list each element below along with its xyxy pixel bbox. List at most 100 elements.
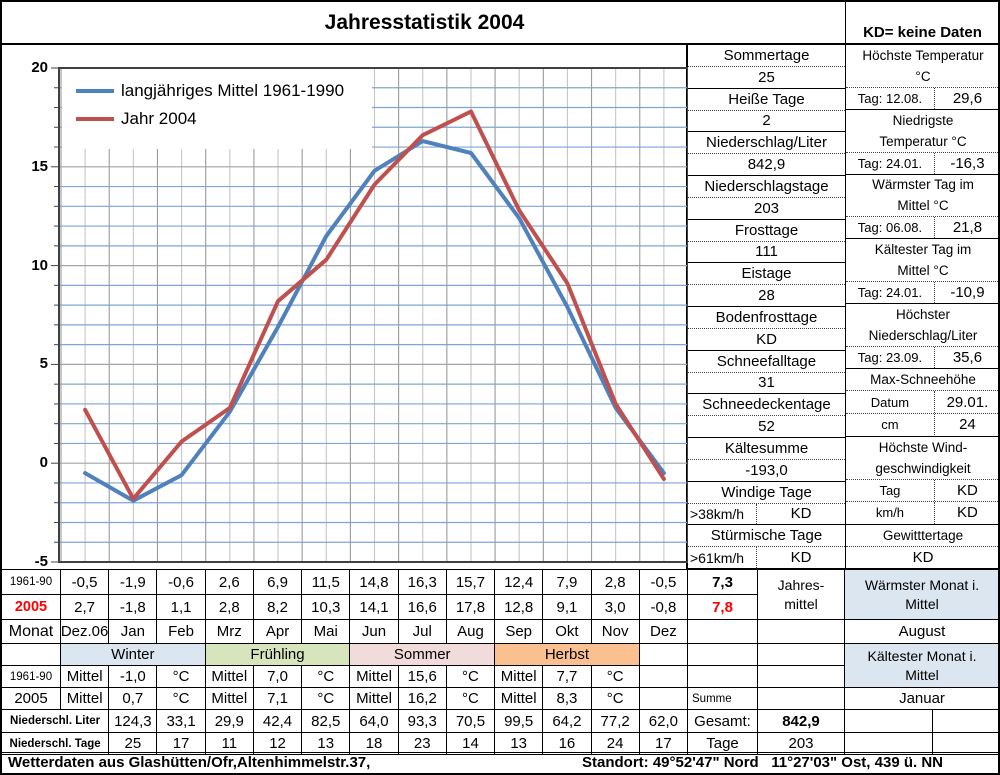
season-unit: °C: [157, 688, 206, 710]
stat-label: Schneedeckentage: [688, 394, 845, 417]
temp-2005-Mrz: 2,8: [205, 595, 254, 620]
empty-cell: [688, 644, 758, 666]
extreme-label-line: Max-Schneehöhe: [870, 372, 976, 388]
temp-2005-Okt: 9,1: [543, 595, 592, 620]
extreme-group: Wärmster Tag im Mittel °C Tag: 06.08. 21,8: [846, 175, 998, 240]
warmest-month-line1: Wärmster Monat i.: [864, 576, 980, 593]
stat-label: Sommertage: [688, 45, 845, 67]
month-header-Apr: Apr: [253, 620, 303, 644]
series-line-0: [83, 139, 666, 503]
precip-liter-9: 64,2: [543, 710, 592, 733]
extreme-value: 29,6: [952, 89, 983, 107]
empty-cell: [845, 733, 933, 755]
precip-days-4: 13: [302, 733, 351, 755]
precip-days-label: Niederschl. Tage: [2, 733, 110, 755]
season-mean-Frühling: 7,1: [253, 688, 303, 710]
y-axis-label-20: 20: [31, 59, 48, 76]
stat-label: Niederschlagstage: [688, 176, 845, 198]
extreme-label-line: Wärmster Tag im: [872, 177, 974, 193]
stat-group: Eistage 28: [688, 263, 845, 308]
extreme-value: -16,3: [950, 154, 985, 172]
precip-liter-8: 99,5: [495, 710, 544, 733]
season-mean-Sommer: 16,2: [398, 688, 447, 710]
month-header-Mai: Mai: [302, 620, 351, 644]
season-unit: °C: [157, 666, 206, 688]
temp-2005-Feb: 1,1: [157, 595, 206, 620]
temp-2005-Dez: -0,8: [639, 595, 688, 620]
footer-bar: Wetterdaten aus Glashütten/Ofr,Altenhimm…: [2, 752, 998, 773]
temp-1961-90-Feb: -0,6: [157, 570, 206, 595]
y-axis-label-0: 0: [39, 454, 48, 472]
extreme-date: Tag: 12.08.: [846, 87, 935, 109]
month-header-Mrz: Mrz: [205, 620, 254, 644]
season-mittel-label: Mittel: [61, 688, 110, 710]
precip-liter-11: 62,0: [639, 710, 688, 733]
season-mittel-label: Mittel: [350, 666, 399, 688]
stat-value: 28: [758, 287, 775, 305]
extreme-value: 29.01.: [946, 393, 989, 411]
precip-days-8: 13: [495, 733, 544, 755]
month-header-Okt: Okt: [543, 620, 592, 644]
season-mean-row-2005: 2005 Mittel 0,7 °C Mittel 7,1 °C Mittel 16,2 °C Mi…: [2, 688, 688, 710]
temp-2005-Dez.06: 2,7: [61, 595, 110, 620]
temp-2005-Jul: 16,6: [398, 595, 447, 620]
season-mittel-label: Mittel: [205, 666, 254, 688]
extreme-group: Gewitttertage KD: [846, 525, 998, 569]
temp-1961-90-Jan: -1,9: [109, 570, 158, 595]
season-header-row: Winter Frühling Sommer Herbst: [2, 644, 688, 666]
y-axis-label--5: -5: [34, 553, 48, 570]
warmest-month-line2: Mittel: [905, 595, 939, 612]
legend-entry: langjähriges Mittel 1961-1990: [62, 77, 372, 105]
precip-liter-3: 42,4: [253, 710, 303, 733]
y-axis-label-10: 10: [31, 256, 48, 274]
month-header-Jul: Jul: [398, 620, 447, 644]
extreme-label-line: °C: [915, 68, 931, 84]
season-mean-Winter: 0,7: [109, 688, 158, 710]
title-separator: [2, 43, 998, 45]
stat-label: Bodenfrosttage: [688, 307, 845, 329]
chart-canvas: [51, 67, 688, 563]
stat-label: Frosttage: [688, 220, 845, 242]
stat-value: 111: [755, 243, 778, 261]
season-header-3: Herbst: [495, 644, 640, 666]
precip-days-9: 16: [543, 733, 592, 755]
temp-2005-Aug: 17,8: [446, 595, 496, 620]
season-mittel-label: Mittel: [495, 666, 544, 688]
stat-group: Bodenfrosttage KD: [688, 307, 845, 351]
temp-2005-Sep: 12,8: [495, 595, 544, 620]
extreme-label-line: Niedrigste: [892, 112, 954, 128]
extreme-group: Kältester Tag im Mittel °C Tag: 24.01. -10,…: [846, 239, 998, 304]
row-label-2005: 2005: [2, 595, 61, 620]
gesamt-value: 842,9: [758, 710, 845, 733]
y-axis-label-5: 5: [39, 355, 48, 373]
extreme-value: KD: [912, 548, 934, 566]
temp-1961-90-Jun: 14,8: [350, 570, 399, 595]
season-unit: °C: [591, 688, 640, 710]
precip-liter-label: Niederschl. Liter: [2, 710, 110, 733]
season-unit: °C: [446, 666, 496, 688]
temp-2005-Apr: 8,2: [253, 595, 303, 620]
stat-label: Schneefalltage: [688, 351, 845, 373]
stat-value-row: >38km/h KD: [688, 503, 845, 525]
extreme-date: Tag: 23.09.: [846, 346, 935, 368]
stat-label: Kältesumme: [688, 438, 845, 460]
extreme-date: cm: [846, 413, 935, 436]
month-header-Jan: Jan: [109, 620, 158, 644]
season-unit: °C: [302, 666, 351, 688]
season-header-2: Sommer: [350, 644, 496, 666]
precip-liter-6: 93,3: [398, 710, 447, 733]
empty-cell: [688, 620, 758, 644]
jahresmittel-line2: mittel: [784, 595, 818, 612]
month-header-Dez.06: Dez.06: [61, 620, 110, 644]
month-header-Aug: Aug: [446, 620, 496, 644]
precip-liter-2: 29,9: [205, 710, 254, 733]
extreme-label-line: Höchste Temperatur: [862, 47, 984, 63]
jahresmittel-label: Jahres-mittel: [758, 570, 845, 620]
extreme-label-line: Höchster: [895, 306, 951, 322]
season-mean-Sommer: 15,6: [398, 666, 447, 688]
coldest-month-value: Januar: [845, 688, 998, 710]
precip-days-6: 23: [398, 733, 447, 755]
annual-summary-panel: 7,3 7,8 Summe Gesamt: Tage Jahres-mittel…: [688, 569, 998, 755]
precip-liter-1: 33,1: [157, 710, 206, 733]
